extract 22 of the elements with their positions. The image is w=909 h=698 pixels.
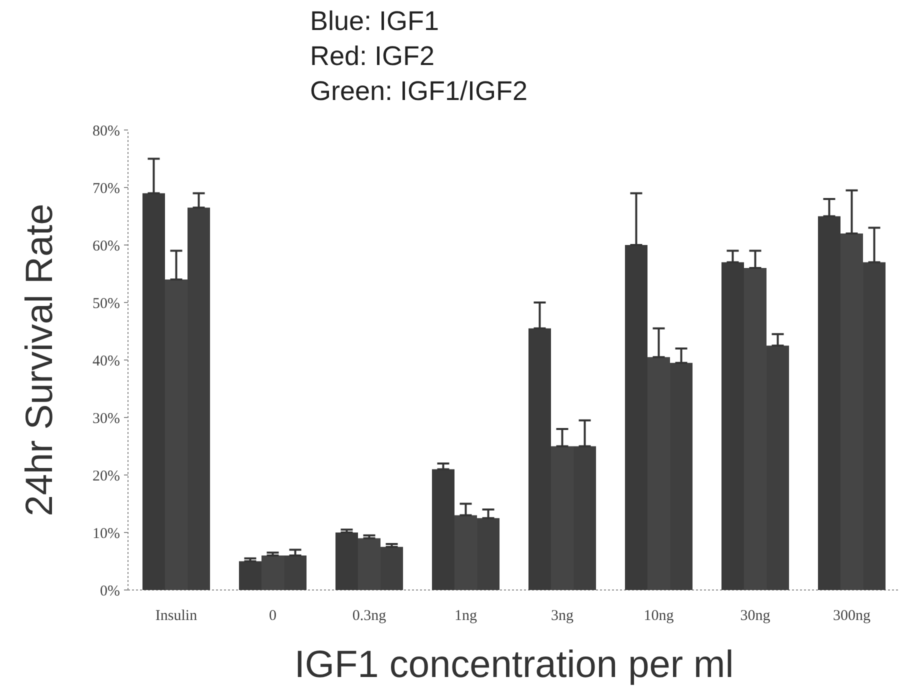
y-tick-label: 0% [100, 583, 120, 600]
y-tick-label: 70% [92, 180, 120, 197]
y-tick-label: 80% [92, 123, 120, 140]
y-tick-label: 40% [92, 353, 120, 370]
x-tick-label: 10ng [644, 608, 674, 624]
y-tick-label: 10% [92, 526, 120, 542]
text: Green: IGF1/IGF2 [310, 76, 528, 106]
y-axis-title: 24hr Survival Rate [19, 204, 61, 516]
x-axis-title: IGF1 concentration per ml [294, 644, 734, 686]
x-tick-label: 3ng [551, 608, 574, 624]
y-tick-label: 20% [92, 468, 120, 484]
y-tick-label: 50% [92, 296, 120, 312]
x-tick-label: 30ng [740, 608, 771, 624]
x-tick-label: 0.3ng [352, 608, 387, 624]
x-tick-label: 0 [269, 608, 276, 624]
y-tick-label: 60% [92, 238, 120, 254]
text: Red: IGF2 [310, 41, 435, 71]
x-tick-label: 300ng [833, 608, 871, 624]
y-tick-label: 30% [92, 410, 120, 427]
x-tick-label: Insulin [155, 608, 198, 624]
x-tick-label: 1ng [454, 608, 478, 624]
text: Blue: IGF1 [310, 6, 440, 36]
